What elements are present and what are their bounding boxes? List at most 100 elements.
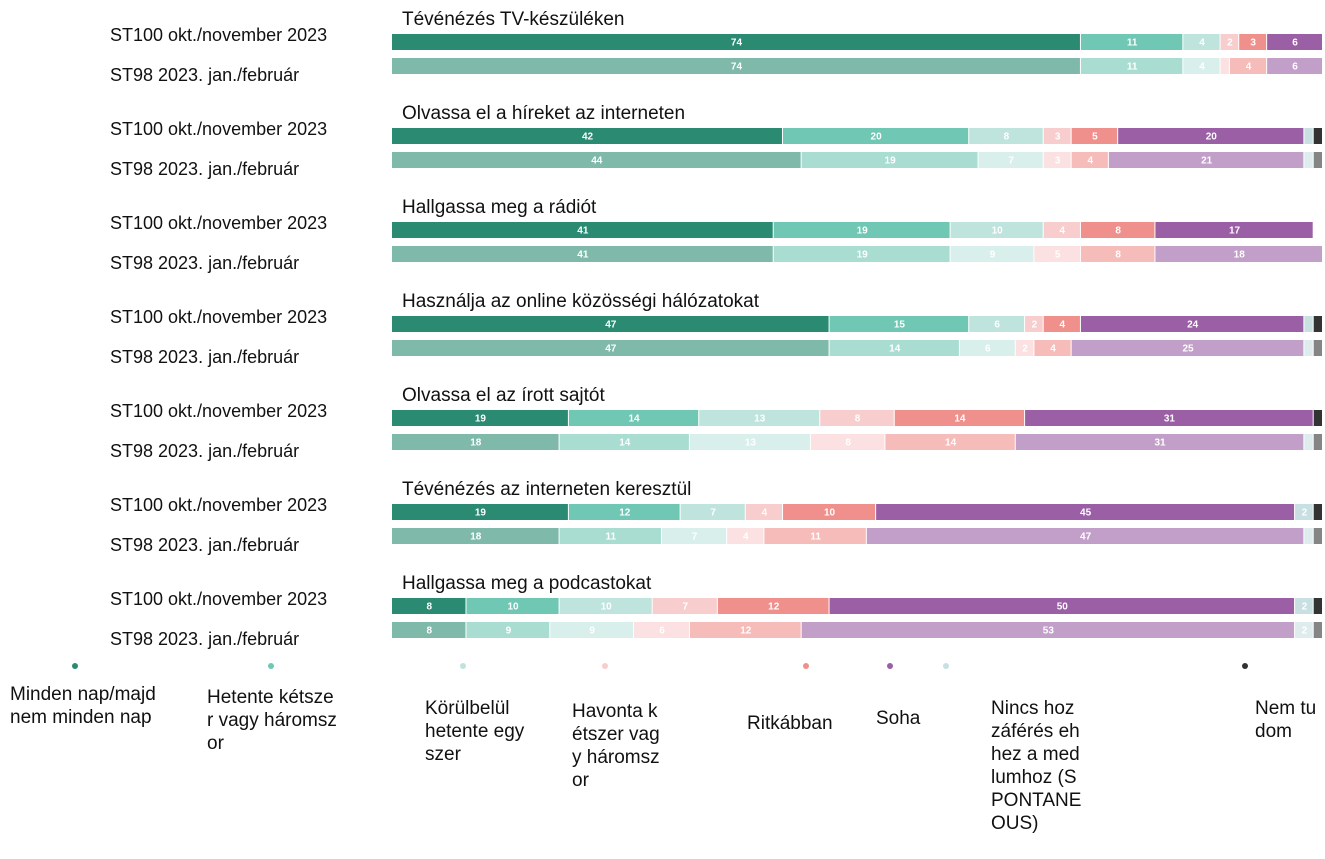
bar-segment <box>1304 316 1313 332</box>
bar-segment <box>969 316 1025 332</box>
value-label: 14 <box>954 414 966 425</box>
bar-segment <box>1313 340 1322 356</box>
bar-segment <box>1304 528 1313 544</box>
bar-segment <box>764 528 866 544</box>
group-title: Tévénézés TV-készüléken <box>402 9 625 30</box>
wave-label: ST100 okt./november 2023 <box>110 213 327 233</box>
bar-segment <box>950 222 1043 238</box>
group-title: Használja az online közösségi hálózatoka… <box>402 291 760 312</box>
value-label: 10 <box>601 602 613 613</box>
value-label: 25 <box>1182 344 1194 355</box>
value-label: 4 <box>1060 320 1066 331</box>
wave-label: ST100 okt./november 2023 <box>110 401 327 421</box>
legend-dot <box>268 663 274 669</box>
value-label: 7 <box>710 508 716 519</box>
wave-label: ST100 okt./november 2023 <box>110 307 327 327</box>
legend-dot <box>602 663 608 669</box>
bar-segment <box>392 152 801 168</box>
bar-segment <box>568 410 699 426</box>
value-label: 15 <box>894 320 906 331</box>
value-label: 8 <box>855 414 861 425</box>
bar-segment <box>876 504 1295 520</box>
value-label: 8 <box>845 438 851 449</box>
bar-segment <box>392 410 568 426</box>
value-label: 10 <box>824 508 836 519</box>
bar-segment <box>1304 340 1313 356</box>
value-label: 13 <box>754 414 766 425</box>
bar-segment <box>1304 434 1313 450</box>
legend-label: Soha <box>876 708 921 729</box>
bar-segment <box>717 598 829 614</box>
bar-segment <box>810 434 885 450</box>
bar-segment <box>1080 58 1183 74</box>
value-label: 3 <box>1055 156 1061 167</box>
bar-segment <box>1108 152 1304 168</box>
bar-segment <box>801 622 1295 638</box>
value-label: 20 <box>871 132 883 143</box>
bar-segment <box>1071 340 1304 356</box>
bar-segment <box>559 528 661 544</box>
bar-segment <box>1295 504 1313 520</box>
value-label: 18 <box>470 532 482 543</box>
bar-segment <box>1267 34 1322 50</box>
wave-label: ST98 2023. jan./február <box>110 65 299 85</box>
bar-segment <box>466 622 550 638</box>
bar-segment <box>1229 58 1267 74</box>
bar-segment <box>1025 316 1043 332</box>
value-label: 17 <box>1229 226 1241 237</box>
value-label: 2 <box>1227 38 1233 49</box>
legend-label: Nem tudom <box>1255 698 1317 742</box>
bar-segment <box>392 128 783 144</box>
bar-segment <box>392 58 1080 74</box>
bar-segment <box>1155 246 1322 262</box>
wave-label: ST98 2023. jan./február <box>110 159 299 179</box>
value-label: 9 <box>589 626 595 637</box>
bar-segment <box>466 598 559 614</box>
bar-segment <box>652 598 717 614</box>
value-label: 31 <box>1155 438 1167 449</box>
bar-segment <box>1155 222 1313 238</box>
bar-segment <box>559 598 652 614</box>
value-label: 14 <box>628 414 640 425</box>
value-label: 19 <box>857 226 869 237</box>
value-label: 8 <box>426 626 432 637</box>
bar-segment <box>1295 598 1313 614</box>
bar-segment <box>392 622 466 638</box>
wave-label: ST98 2023. jan./február <box>110 441 299 461</box>
value-label: 2 <box>1302 508 1308 519</box>
value-label: 18 <box>1234 250 1246 261</box>
bar-segment <box>801 152 978 168</box>
value-label: 2 <box>1302 626 1308 637</box>
bar-segment <box>783 504 876 520</box>
bar-segment <box>680 504 745 520</box>
value-label: 14 <box>945 438 957 449</box>
legend-label: Ritkábban <box>747 713 833 734</box>
bar-segment <box>1304 152 1313 168</box>
value-label: 53 <box>1043 626 1055 637</box>
bar-segment <box>1080 246 1155 262</box>
value-label: 7 <box>682 602 688 613</box>
value-label: 10 <box>992 226 1004 237</box>
value-label: 3 <box>1250 38 1256 49</box>
bar-segment <box>1313 434 1322 450</box>
bar-segment <box>661 528 727 544</box>
group-title: Tévénézés az interneten keresztül <box>402 479 691 500</box>
bar-segment <box>1183 34 1220 50</box>
value-label: 14 <box>619 438 631 449</box>
bar-segment <box>969 128 1043 144</box>
legend-dot <box>943 663 949 669</box>
group-title: Hallgassa meg a rádiót <box>402 197 597 218</box>
bar-segment <box>1313 152 1322 168</box>
value-label: 11 <box>810 532 821 543</box>
bar-segment <box>1015 340 1034 356</box>
legend-label: Körülbelül hetente egyszer <box>425 698 525 765</box>
wave-label: ST98 2023. jan./február <box>110 347 299 367</box>
bar-segment <box>1043 128 1071 144</box>
value-label: 4 <box>1050 344 1056 355</box>
bar-segment <box>392 528 559 544</box>
value-label: 7 <box>1008 156 1014 167</box>
value-label: 24 <box>1187 320 1199 331</box>
bar-segment <box>783 128 969 144</box>
bar-segment <box>1043 152 1071 168</box>
